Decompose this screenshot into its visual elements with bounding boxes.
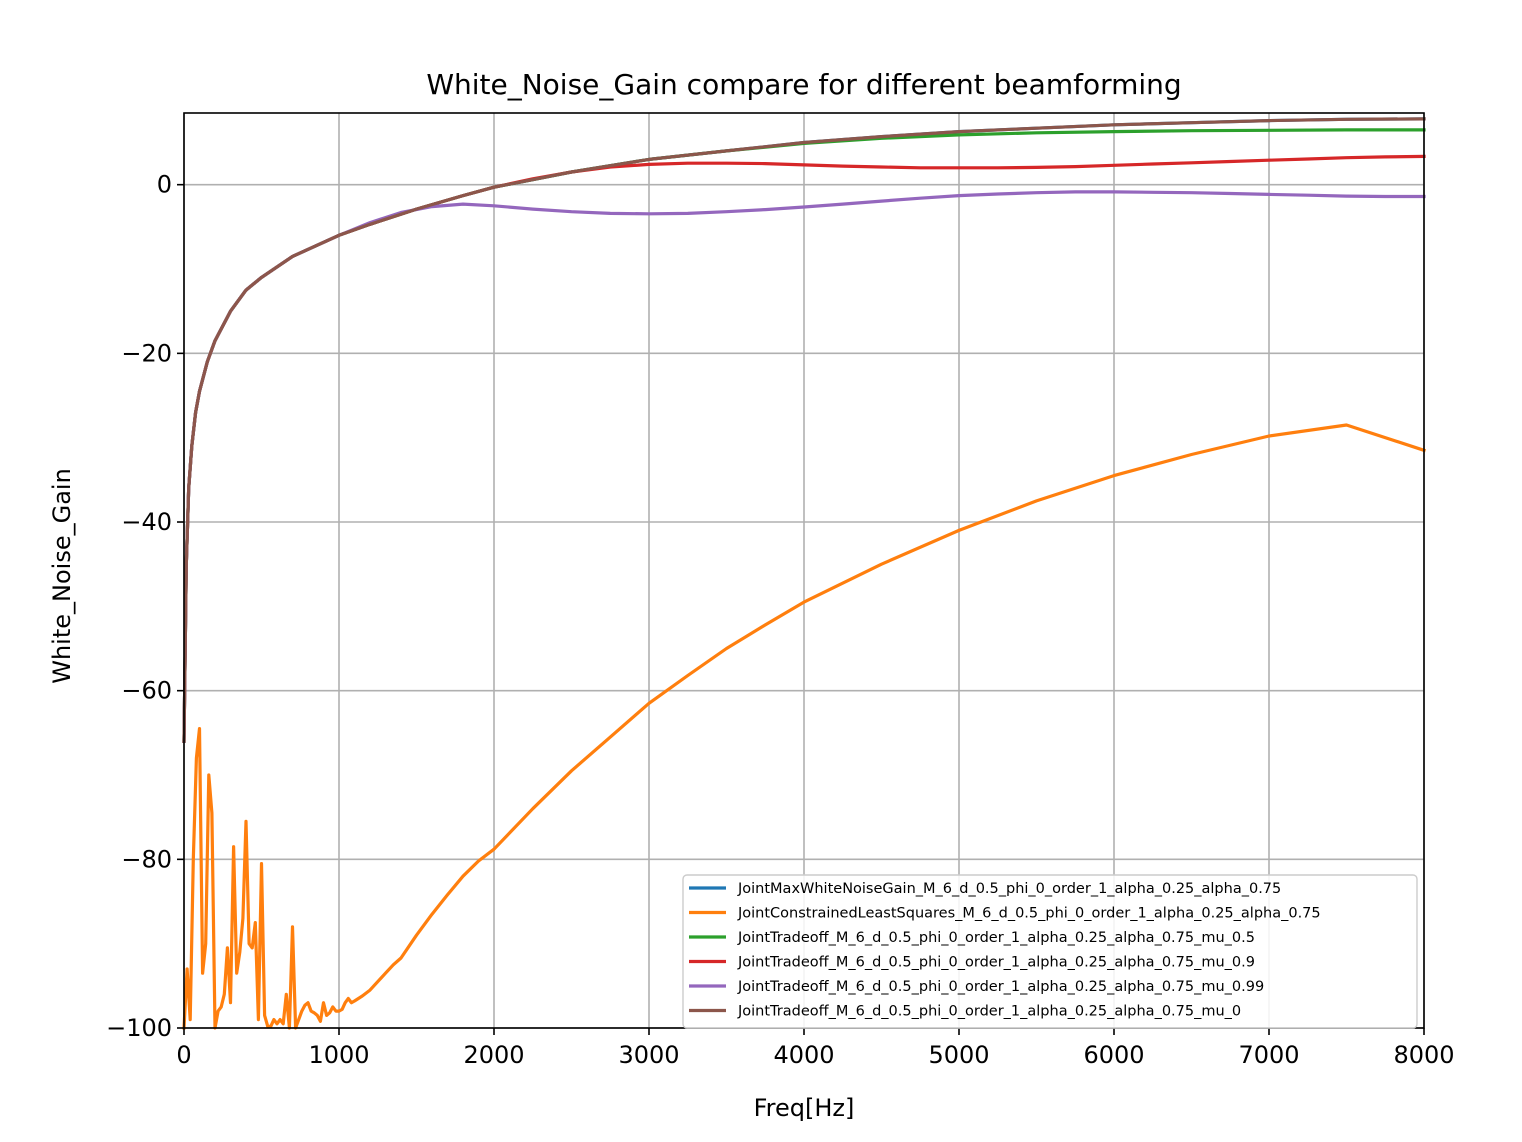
x-tick-label: 5000 [928,1041,989,1069]
y-tick-label: −20 [121,339,172,367]
x-tick-label: 2000 [463,1041,524,1069]
y-axis: −100 −80 −60 −40 −20 0 [106,171,184,1042]
x-tick-label: 0 [176,1041,191,1069]
y-tick-label: 0 [157,171,172,199]
x-tick-label: 3000 [618,1041,679,1069]
legend-label: JointTradeoff_M_6_d_0.5_phi_0_order_1_al… [737,979,1264,995]
x-tick-label: 8000 [1393,1041,1454,1069]
x-tick-label: 1000 [308,1041,369,1069]
x-tick-label: 7000 [1238,1041,1299,1069]
series-line-6 [182,117,1426,743]
legend-label: JointTradeoff_M_6_d_0.5_phi_0_order_1_al… [737,955,1255,971]
x-tick-label: 4000 [773,1041,834,1069]
legend-label: JointTradeoff_M_6_d_0.5_phi_0_order_1_al… [737,930,1255,946]
y-tick-label: −60 [121,677,172,705]
chart-title: White_Noise_Gain compare for different b… [426,68,1181,101]
y-tick-label: −100 [106,1014,172,1042]
series-line-2 [182,423,1427,1030]
legend-frame [682,874,1418,1029]
y-tick-label: −40 [121,508,172,536]
legend-label: JointMaxWhiteNoiseGain_M_6_d_0.5_phi_0_o… [737,881,1281,897]
y-axis-label: White_Noise_Gain [48,468,76,684]
y-tick-label: −80 [121,845,172,873]
legend-label: JointConstrainedLeastSquares_M_6_d_0.5_p… [737,906,1321,922]
x-axis: 0 1000 2000 3000 4000 5000 6000 7000 8000 [176,1028,1455,1069]
x-tick-label: 6000 [1083,1041,1144,1069]
legend-entries: JointMaxWhiteNoiseGain_M_6_d_0.5_phi_0_o… [689,881,1321,1020]
x-axis-label: Freq[Hz] [754,1094,855,1122]
series-layer [182,117,1427,1030]
legend: JointMaxWhiteNoiseGain_M_6_d_0.5_phi_0_o… [682,874,1418,1029]
legend-label: JointTradeoff_M_6_d_0.5_phi_0_order_1_al… [737,1004,1241,1020]
